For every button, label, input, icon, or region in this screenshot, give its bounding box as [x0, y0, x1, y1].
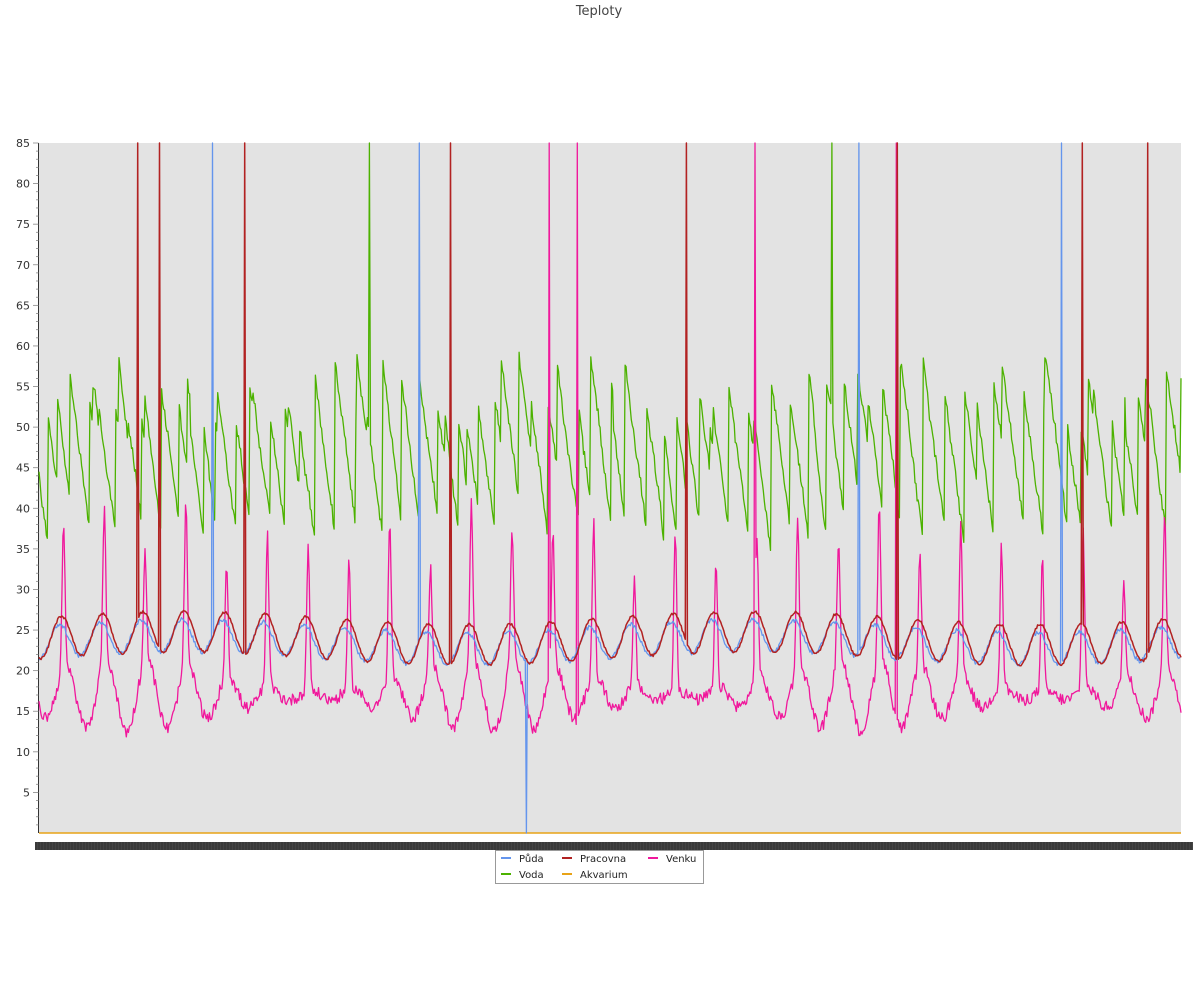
y-tick-label: 70 [16, 259, 30, 272]
series-venku [38, 142, 1182, 738]
legend-swatch-voda [501, 873, 511, 875]
legend-swatch-venku [648, 857, 658, 859]
legend-item-voda: Voda [501, 869, 544, 883]
chart-title: Teploty [575, 4, 623, 19]
y-tick-label: 75 [16, 218, 30, 231]
y-tick-label: 25 [16, 624, 30, 637]
series-voda [38, 142, 1182, 552]
legend-swatch-akvarium [562, 873, 572, 875]
legend-item-puda: Půda [501, 853, 544, 867]
x-axis-band [35, 842, 1193, 850]
legend: Půda Pracovna Venku Voda Akvarium [495, 850, 704, 884]
y-tick-label: 80 [16, 178, 30, 191]
y-tick-label: 5 [23, 786, 30, 799]
y-tick-label: 15 [16, 705, 30, 718]
y-tick-label: 10 [16, 746, 30, 759]
plot-area [39, 143, 1181, 833]
legend-item-venku: Venku [648, 853, 696, 867]
legend-label-pracovna: Pracovna [580, 854, 627, 865]
y-tick-label: 65 [16, 299, 30, 312]
legend-item-akvarium: Akvarium [562, 869, 628, 883]
legend-label-venku: Venku [666, 854, 697, 865]
legend-label-voda: Voda [519, 870, 544, 881]
legend-label-akvarium: Akvarium [580, 870, 628, 881]
y-tick-label: 60 [16, 340, 30, 353]
series-pracovna [38, 142, 1182, 667]
y-tick-label: 35 [16, 543, 30, 556]
y-tick-label: 85 [16, 137, 30, 150]
y-tick-label: 30 [16, 583, 30, 596]
series-layer [38, 142, 1182, 834]
y-tick-label: 55 [16, 381, 30, 394]
x-axis-ticks [35, 842, 1192, 850]
y-tick-label: 50 [16, 421, 30, 434]
y-tick-label: 45 [16, 462, 30, 475]
legend-swatch-puda [501, 857, 511, 859]
y-tick-label: 20 [16, 665, 30, 678]
y-axis: 5 10 15 20 25 30 35 40 45 50 55 60 65 70 75 80 85 [16, 137, 39, 833]
legend-label-puda: Půda [519, 854, 544, 865]
legend-item-pracovna: Pracovna [562, 853, 626, 867]
legend-swatch-pracovna [562, 857, 572, 859]
y-tick-label: 40 [16, 502, 30, 515]
